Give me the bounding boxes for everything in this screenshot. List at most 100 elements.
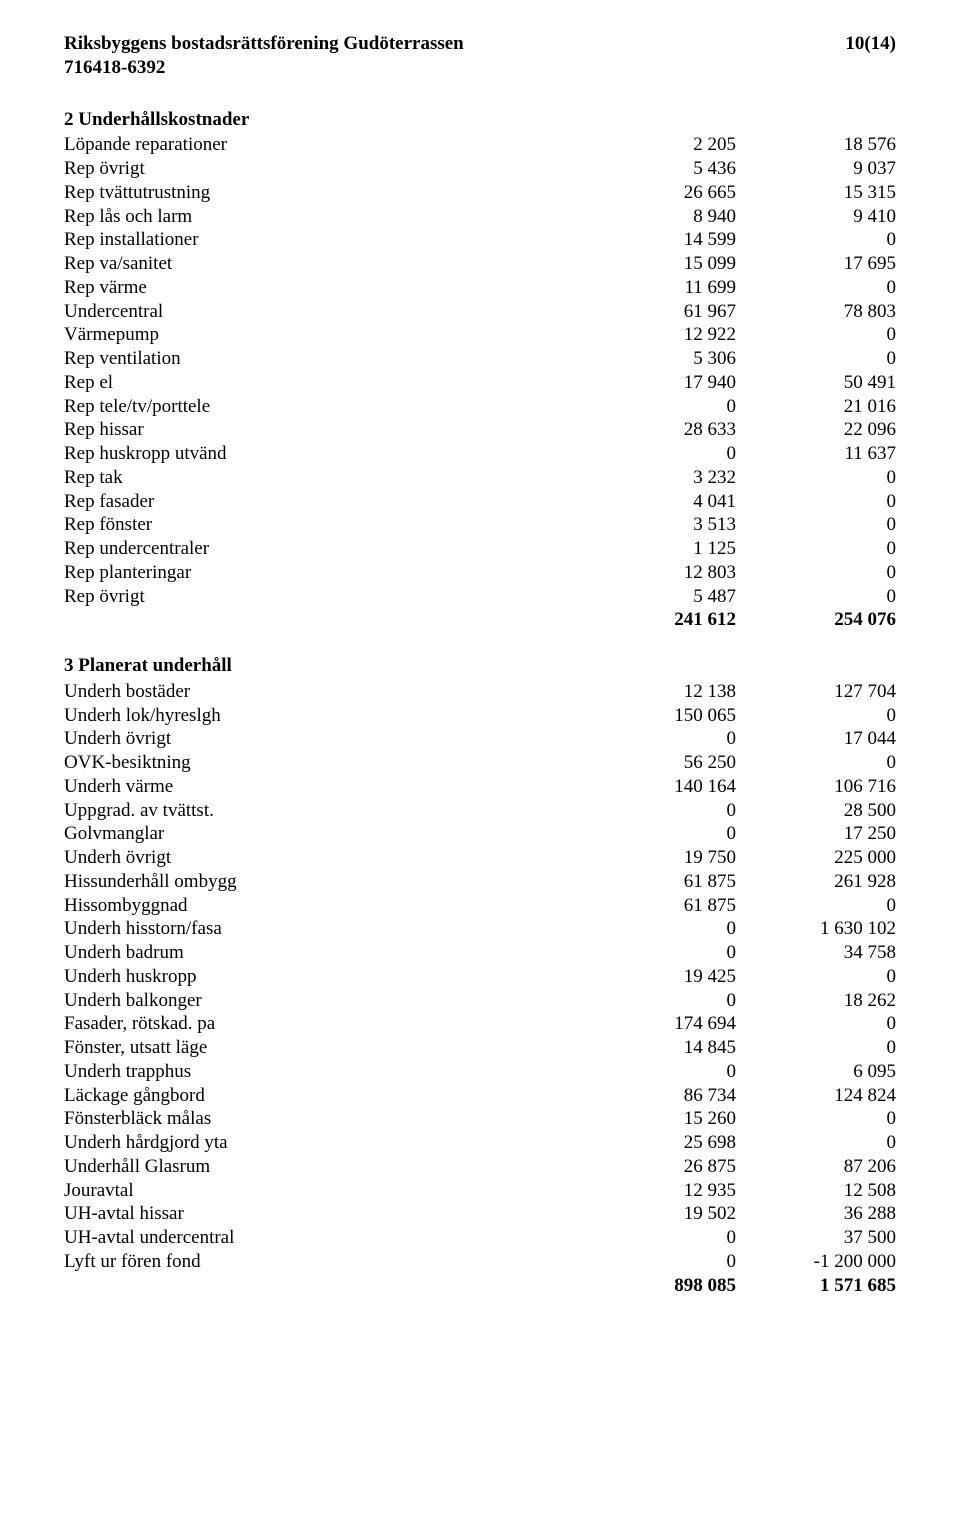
row-label: Underh balkonger	[64, 989, 576, 1013]
section-total-row: 898 0851 571 685	[64, 1274, 896, 1298]
row-label: Rep el	[64, 371, 576, 395]
row-value-2: 37 500	[736, 1226, 896, 1250]
row-label: Hissunderhåll ombygg	[64, 870, 576, 894]
table-row: Underh lok/hyreslgh150 0650	[64, 704, 896, 728]
table-row: Rep huskropp utvänd011 637	[64, 442, 896, 466]
table-row: Hissombyggnad61 8750	[64, 894, 896, 918]
row-value-1: 12 138	[576, 680, 736, 704]
row-value-1: 19 502	[576, 1202, 736, 1226]
row-label: Golvmanglar	[64, 822, 576, 846]
table-row: Värmepump12 9220	[64, 323, 896, 347]
row-value-1: 0	[576, 395, 736, 419]
row-value-1: 14 599	[576, 228, 736, 252]
row-value-2: 18 262	[736, 989, 896, 1013]
row-label: Underh hårdgjord yta	[64, 1131, 576, 1155]
row-value-2: 6 095	[736, 1060, 896, 1084]
table-row: Läckage gångbord86 734124 824	[64, 1084, 896, 1108]
row-value-2: 36 288	[736, 1202, 896, 1226]
row-label: Fasader, rötskad. pa	[64, 1012, 576, 1036]
table-row: Rep övrigt5 4870	[64, 585, 896, 609]
table-row: Rep tele/tv/porttele021 016	[64, 395, 896, 419]
row-value-1: 15 099	[576, 252, 736, 276]
table-row: Fönsterbläck målas15 2600	[64, 1107, 896, 1131]
row-value-1: 0	[576, 917, 736, 941]
row-label: Rep tele/tv/porttele	[64, 395, 576, 419]
section-gap	[64, 632, 896, 642]
row-value-1: 0	[576, 1226, 736, 1250]
table-row: Rep lås och larm8 9409 410	[64, 205, 896, 229]
row-value-1: 12 922	[576, 323, 736, 347]
row-value-1: 26 875	[576, 1155, 736, 1179]
table-row: Uppgrad. av tvättst.028 500	[64, 799, 896, 823]
row-label: Rep undercentraler	[64, 537, 576, 561]
row-value-2: 0	[736, 466, 896, 490]
row-value-1: 2 205	[576, 133, 736, 157]
row-value-1: 25 698	[576, 1131, 736, 1155]
row-label: Rep huskropp utvänd	[64, 442, 576, 466]
row-label: UH-avtal undercentral	[64, 1226, 576, 1250]
row-value-2: 17 044	[736, 727, 896, 751]
row-label: Underh huskropp	[64, 965, 576, 989]
row-value-2: 0	[736, 751, 896, 775]
table-row: Underh hisstorn/fasa01 630 102	[64, 917, 896, 941]
row-value-2: 0	[736, 323, 896, 347]
row-value-1: 0	[576, 822, 736, 846]
table-row: Rep el17 94050 491	[64, 371, 896, 395]
table-row: Underh balkonger018 262	[64, 989, 896, 1013]
table-row: Underh huskropp19 4250	[64, 965, 896, 989]
row-value-2: 87 206	[736, 1155, 896, 1179]
row-value-2: 50 491	[736, 371, 896, 395]
table-row: Rep fönster3 5130	[64, 513, 896, 537]
row-label: Löpande reparationer	[64, 133, 576, 157]
row-label: Rep fönster	[64, 513, 576, 537]
section-title: 2 Underhållskostnader	[64, 108, 896, 132]
row-value-2: 0	[736, 537, 896, 561]
row-label: Underh badrum	[64, 941, 576, 965]
row-label: Undercentral	[64, 300, 576, 324]
row-value-2: 22 096	[736, 418, 896, 442]
row-value-1: 140 164	[576, 775, 736, 799]
table-row: Rep värme11 6990	[64, 276, 896, 300]
row-value-2: 0	[736, 1107, 896, 1131]
table-row: Rep ventilation5 3060	[64, 347, 896, 371]
table-row: Underh övrigt017 044	[64, 727, 896, 751]
row-value-1: 174 694	[576, 1012, 736, 1036]
table-row: Rep tak3 2320	[64, 466, 896, 490]
row-value-1: 0	[576, 442, 736, 466]
table-row: Rep tvättutrustning26 66515 315	[64, 181, 896, 205]
page-header: Riksbyggens bostadsrättsförening Gudöter…	[64, 32, 896, 80]
table-row: Underh bostäder12 138127 704	[64, 680, 896, 704]
row-label: Underh hisstorn/fasa	[64, 917, 576, 941]
row-value-1: 0	[576, 727, 736, 751]
row-value-1: 4 041	[576, 490, 736, 514]
row-label: Lyft ur fören fond	[64, 1250, 576, 1274]
row-value-2: 28 500	[736, 799, 896, 823]
row-value-2: 17 250	[736, 822, 896, 846]
row-value-1: 86 734	[576, 1084, 736, 1108]
row-value-1: 15 260	[576, 1107, 736, 1131]
row-value-1: 0	[576, 989, 736, 1013]
row-label: Värmepump	[64, 323, 576, 347]
row-value-1: 3 513	[576, 513, 736, 537]
row-value-2: 0	[736, 513, 896, 537]
row-value-1: 56 250	[576, 751, 736, 775]
row-value-2: 0	[736, 276, 896, 300]
row-value-2: 18 576	[736, 133, 896, 157]
row-value-2: 0	[736, 228, 896, 252]
row-label: Underh lok/hyreslgh	[64, 704, 576, 728]
row-value-2: 106 716	[736, 775, 896, 799]
table-row: Underhåll Glasrum26 87587 206	[64, 1155, 896, 1179]
table-row: Lyft ur fören fond0-1 200 000	[64, 1250, 896, 1274]
row-value-2: 0	[736, 1131, 896, 1155]
row-label: Rep övrigt	[64, 157, 576, 181]
row-value-2: 0	[736, 1012, 896, 1036]
row-value-2: 0	[736, 561, 896, 585]
total-value-1: 241 612	[576, 608, 736, 632]
row-label: Rep fasader	[64, 490, 576, 514]
row-value-1: 5 436	[576, 157, 736, 181]
row-value-1: 150 065	[576, 704, 736, 728]
row-value-2: 225 000	[736, 846, 896, 870]
table-row: Rep planteringar12 8030	[64, 561, 896, 585]
table-row: Fönster, utsatt läge14 8450	[64, 1036, 896, 1060]
row-value-1: 3 232	[576, 466, 736, 490]
